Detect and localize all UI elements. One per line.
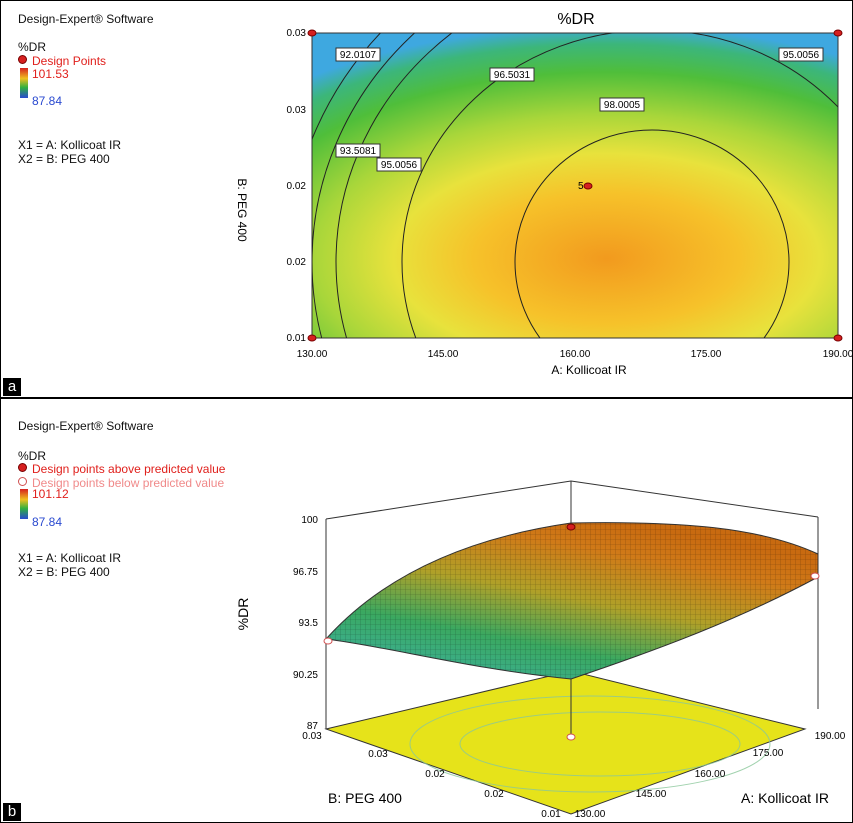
contour-line-96 <box>401 33 838 338</box>
legend-above: Design points above predicted value <box>18 462 225 476</box>
contour-label: 96.5031 <box>494 70 531 81</box>
a-tick-label: 190.00 <box>815 731 846 742</box>
b-tick-label: 0.03 <box>368 749 388 760</box>
y-axis-label-a: B: PEG 400 <box>235 178 249 242</box>
scale-min-b: 87.84 <box>32 515 63 529</box>
contour-plot-area <box>311 32 839 339</box>
panel-tag-b: b <box>3 803 21 821</box>
b-tick-label: 0.03 <box>302 731 322 742</box>
x-tick-label: 160.00 <box>560 349 591 360</box>
center-point-label: 5 <box>578 181 584 192</box>
design-points-legend: Design Points <box>18 54 106 68</box>
scale-min-a: 87.84 <box>32 94 63 108</box>
z-tick-label: 87 <box>307 721 319 732</box>
x2-definition-b: X2 = B: PEG 400 <box>18 565 110 579</box>
a-tick-label: 145.00 <box>636 789 667 800</box>
x1-definition-b: X1 = A: Kollicoat IR <box>18 551 122 565</box>
panel-tag-a: a <box>3 378 21 396</box>
response-name-a: %DR <box>18 40 47 54</box>
design-point-marker <box>307 334 317 342</box>
z-tick-label: 93.5 <box>299 618 319 629</box>
software-title-a: Design-Expert® Software <box>18 12 154 26</box>
surface-mesh <box>326 522 818 679</box>
contour-line-95 <box>335 33 453 338</box>
center-design-point <box>583 182 593 190</box>
color-scale-bar-b <box>20 489 28 519</box>
design-point-below <box>566 733 576 741</box>
b-tick-label: 0.02 <box>484 789 504 800</box>
x-axis-label-a: A: Kollicoat IR <box>551 363 627 377</box>
panel-a: Design-Expert® Software %DR Design Point… <box>0 0 853 397</box>
panel-b: Design-Expert® Software %DR Design point… <box>0 397 853 823</box>
contour-label: 93.5081 <box>340 146 377 157</box>
contour-label: 95.0056 <box>381 160 418 171</box>
y-tick-label: 0.02 <box>287 181 307 192</box>
contour-label: 95.0056 <box>783 50 820 61</box>
b-axis-label: B: PEG 400 <box>328 790 402 806</box>
x-tick-label: 175.00 <box>691 349 722 360</box>
a-tick-label: 175.00 <box>753 748 784 759</box>
y-tick-label: 0.01 <box>287 333 307 344</box>
design-point-marker <box>833 29 843 37</box>
z-tick-label: 100 <box>301 515 318 526</box>
design-point-icon <box>18 55 27 64</box>
above-point-icon <box>18 463 27 472</box>
contour-label: 92.0107 <box>340 50 377 61</box>
scale-max-b: 101.12 <box>32 487 69 501</box>
below-point-icon <box>18 477 27 486</box>
y-tick-label: 0.03 <box>287 105 307 116</box>
y-tick-label: 0.03 <box>287 28 307 39</box>
a-axis-label: A: Kollicoat IR <box>741 790 829 806</box>
design-point-marker <box>307 29 317 37</box>
x1-definition-a: X1 = A: Kollicoat IR <box>18 138 122 152</box>
x-tick-label: 145.00 <box>428 349 459 360</box>
design-point-above <box>566 523 576 531</box>
x-tick-label: 130.00 <box>297 349 328 360</box>
contour-labels: 92.0107 93.5081 95.0056 96.5031 98.0005 … <box>335 47 824 172</box>
contour-label: 98.0005 <box>604 100 641 111</box>
x-tick-label: 190.00 <box>823 349 853 360</box>
design-point-below <box>323 637 333 645</box>
z-tick-label: 90.25 <box>293 670 318 681</box>
response-name-b: %DR <box>18 449 47 463</box>
a-tick-label: 160.00 <box>695 769 726 780</box>
chart-title-a: %DR <box>557 11 594 28</box>
y-tick-label: 0.02 <box>287 257 307 268</box>
surface-chart: 100 96.75 93.5 90.25 87 %DR 0.03 0.03 0.… <box>235 480 846 820</box>
legend-below: Design points below predicted value <box>18 476 224 490</box>
x2-definition-a: X2 = B: PEG 400 <box>18 152 110 166</box>
design-point-marker <box>833 334 843 342</box>
contour-chart: 92.0107 93.5081 95.0056 96.5031 98.0005 … <box>235 11 853 377</box>
a-tick-label: 130.00 <box>575 809 606 820</box>
scale-max-a: 101.53 <box>32 67 69 81</box>
design-point-below <box>810 572 820 580</box>
contour-line-98 <box>514 129 790 338</box>
floor-contour-plane <box>324 670 807 815</box>
b-tick-label: 0.02 <box>425 769 445 780</box>
color-scale-bar-a <box>20 68 28 98</box>
software-title-b: Design-Expert® Software <box>18 419 154 433</box>
z-tick-label: 96.75 <box>293 567 318 578</box>
z-axis-label: %DR <box>235 598 251 631</box>
b-tick-label: 0.01 <box>541 809 561 820</box>
